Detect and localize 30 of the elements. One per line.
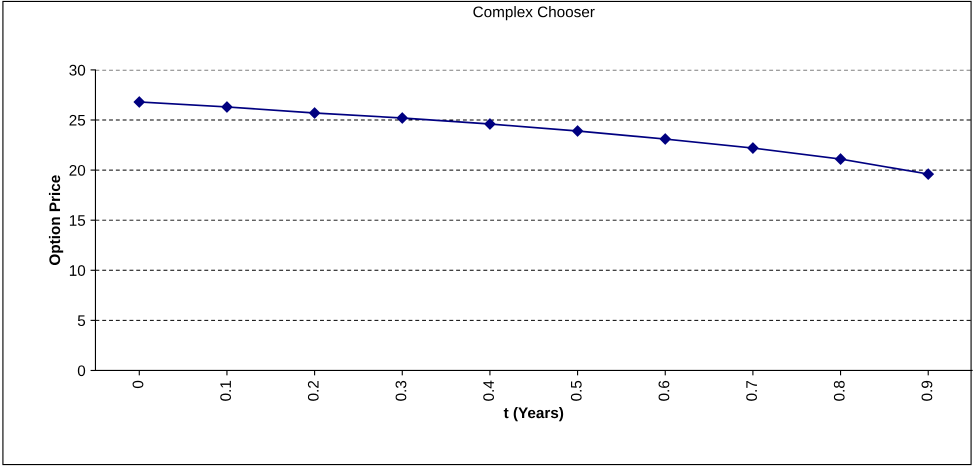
y-axis-title: Option Price xyxy=(48,175,64,265)
x-tick-label: 0.1 xyxy=(220,380,232,401)
x-tick-label: 0.5 xyxy=(570,380,582,401)
point xyxy=(922,168,934,180)
x-tick-label: 0.8 xyxy=(834,380,845,401)
y-tick-label: 5 xyxy=(78,315,86,326)
x-axis-title: t (Years) xyxy=(504,406,564,422)
point xyxy=(134,96,145,108)
y-tick-label: 25 xyxy=(70,114,86,126)
point xyxy=(396,112,408,124)
point xyxy=(834,153,846,165)
x-tick-label: 0.9 xyxy=(922,380,932,401)
chart-title: Complex Chooser xyxy=(473,6,595,20)
point xyxy=(747,142,759,154)
x-tick-label: 0.4 xyxy=(483,380,494,401)
point xyxy=(660,133,671,145)
x-tick-label: 0.7 xyxy=(746,380,758,401)
x-tick-label: 0 xyxy=(132,380,144,388)
x-tick-label: 0.2 xyxy=(308,380,319,401)
y-tick-label: 30 xyxy=(69,64,86,76)
point xyxy=(308,107,320,119)
x-tick-label: 0.6 xyxy=(658,380,670,401)
point xyxy=(221,101,233,113)
y-tick-label: 10 xyxy=(70,265,86,276)
y-tick-label: 20 xyxy=(70,164,86,176)
point xyxy=(484,118,496,130)
y-tick-label: 0 xyxy=(78,365,86,376)
x-tick-label: 0.3 xyxy=(396,380,406,401)
y-tick-label: 15 xyxy=(70,215,86,226)
point xyxy=(572,125,584,137)
